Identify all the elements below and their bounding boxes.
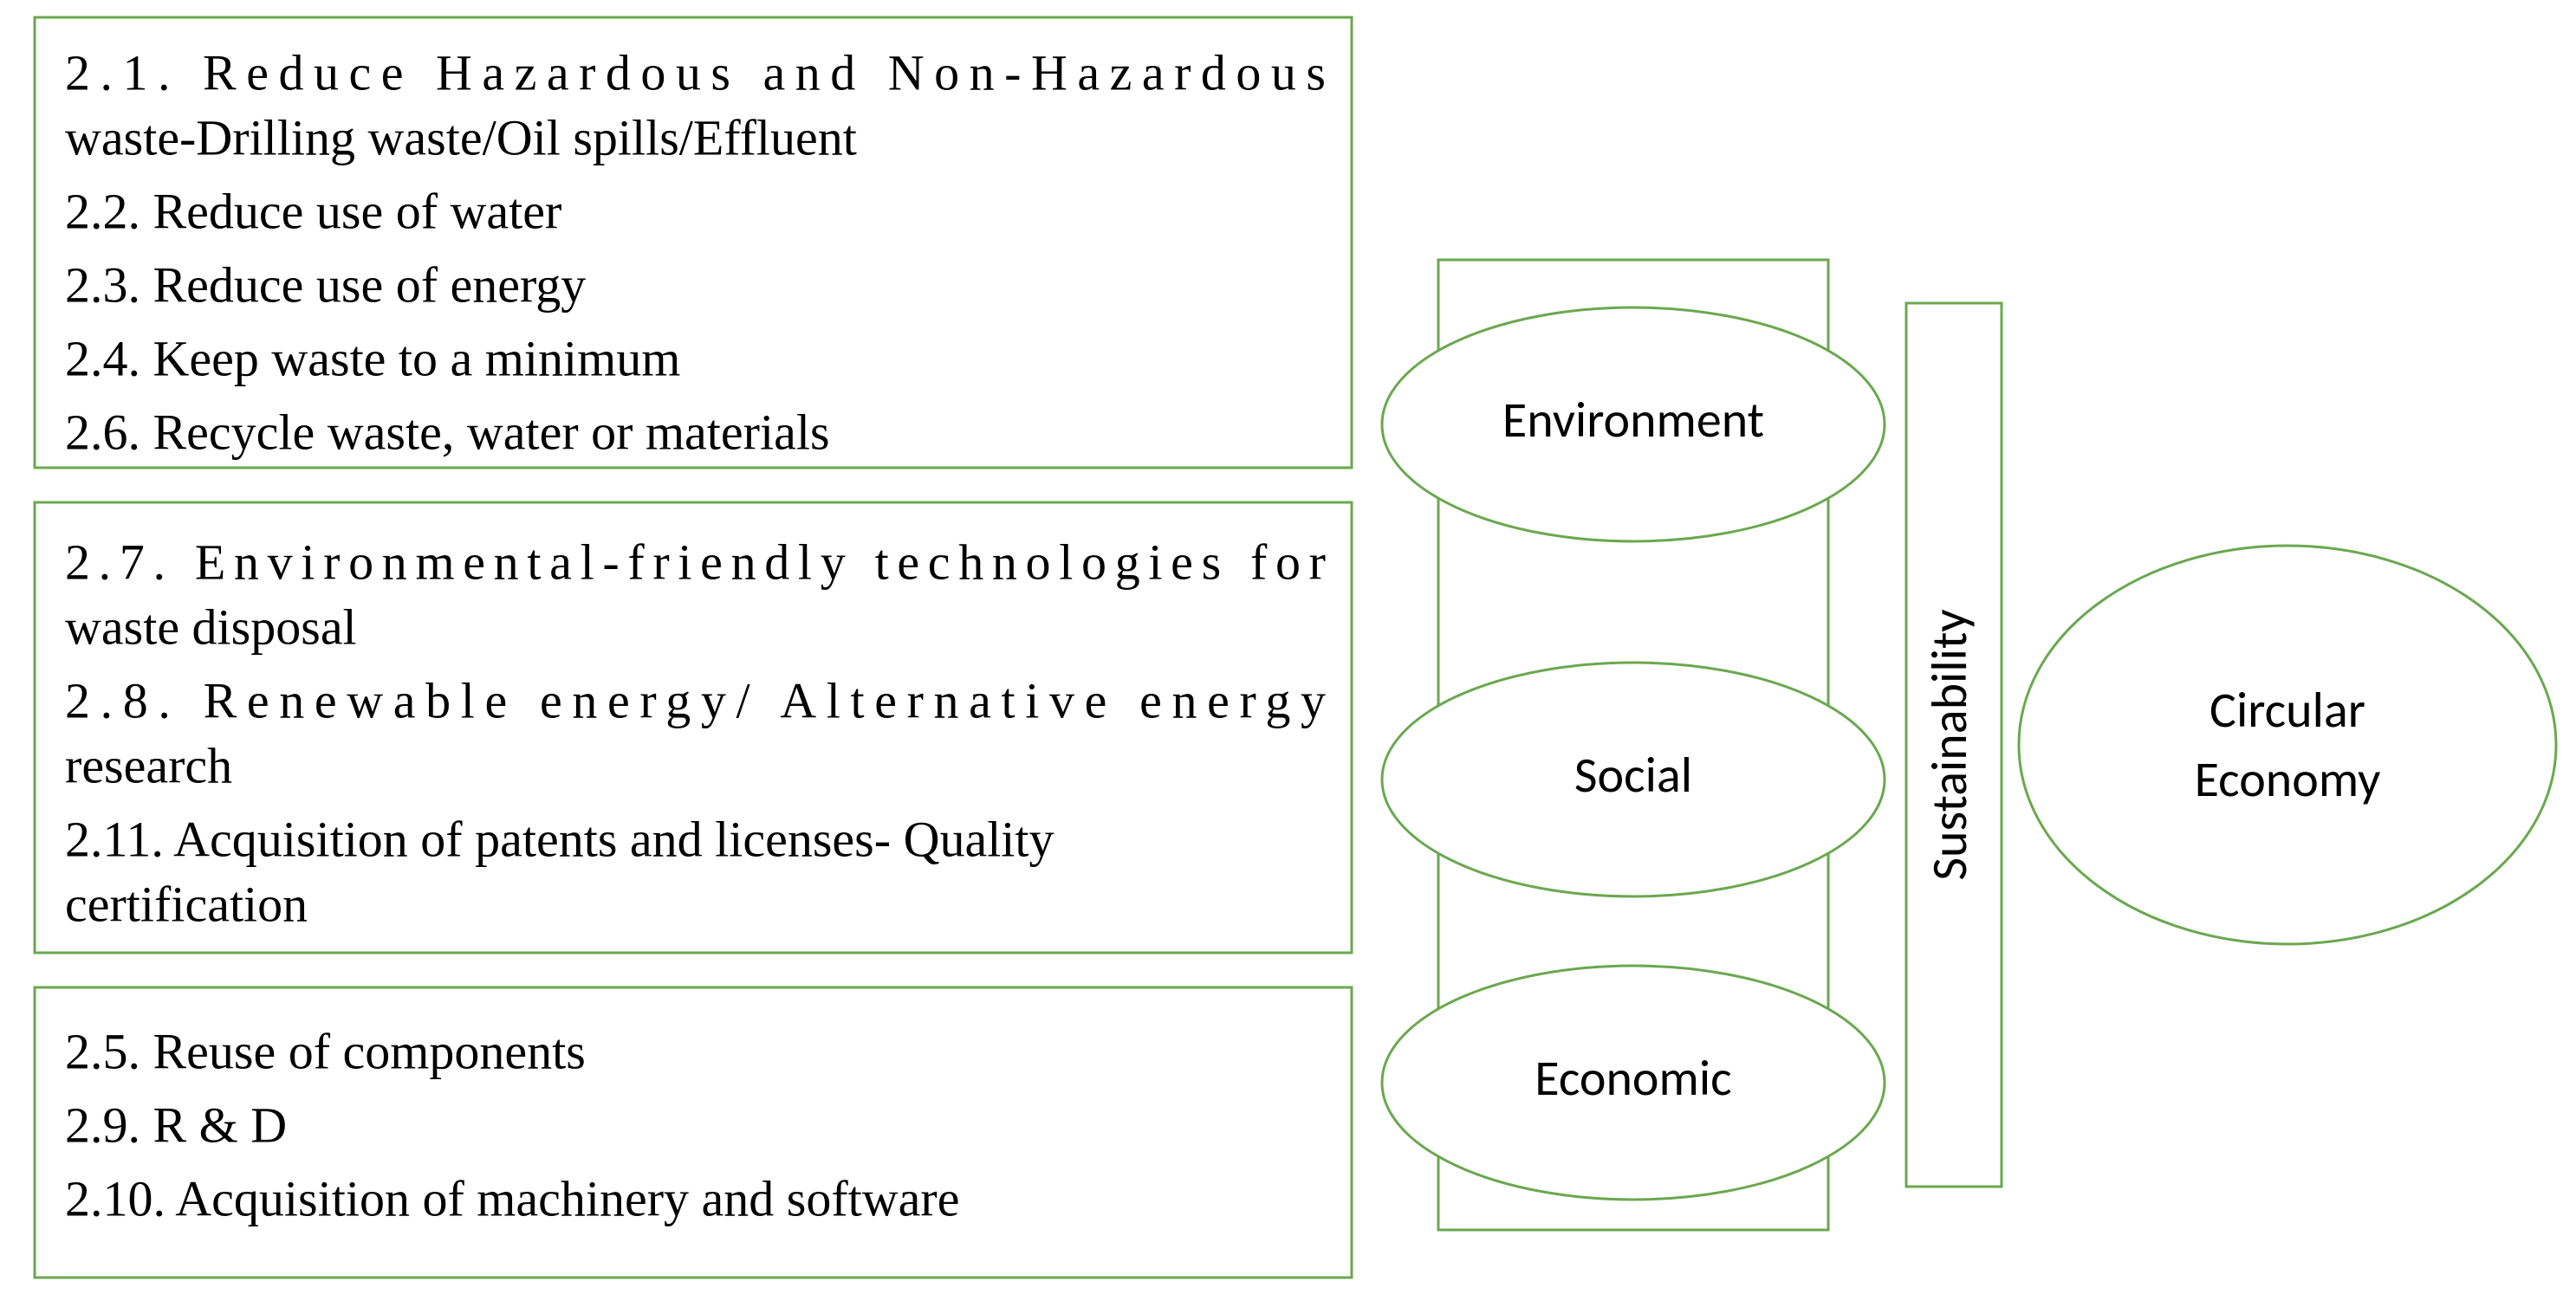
circular-economy-ellipse — [2019, 546, 2556, 944]
box-line: 2.3. Reduce use of energy — [65, 256, 586, 313]
box-line: 2.9. R & D — [65, 1097, 287, 1153]
box-line: waste disposal — [65, 598, 357, 655]
circular-economy-label: Circular — [2209, 679, 2365, 741]
box-line: 2.4. Keep waste to a minimum — [65, 330, 680, 386]
box-line: waste-Drilling waste/Oil spills/Effluent — [65, 109, 857, 165]
box-line: 2.5. Reuse of components — [65, 1023, 586, 1079]
box-line: 2.11. Acquisition of patents and license… — [65, 811, 1054, 867]
pillar-social-label: Social — [1574, 744, 1692, 806]
circular-economy-label: Economy — [2195, 748, 2381, 810]
box-line: 2.6. Recycle waste, water or materials — [65, 404, 830, 460]
box-line: certification — [65, 876, 308, 932]
box-line: 2.2. Reduce use of water — [65, 183, 561, 239]
box-line: research — [65, 737, 232, 793]
sustainability-label: Sustainability — [1918, 609, 1980, 880]
box-line: 2.10. Acquisition of machinery and softw… — [65, 1170, 959, 1226]
pillar-economic-label: Economic — [1535, 1047, 1731, 1109]
pillar-environment-label: Environment — [1502, 389, 1764, 450]
